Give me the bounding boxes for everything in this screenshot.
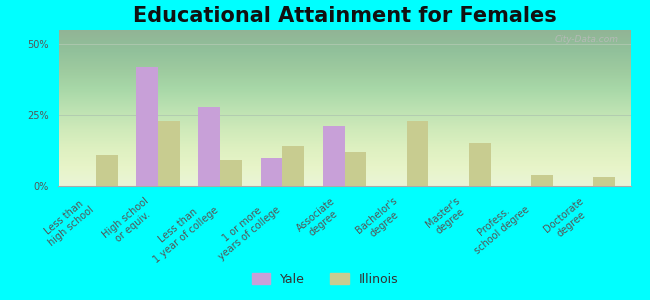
Text: City-Data.com: City-Data.com — [555, 35, 619, 44]
Bar — [469, 143, 491, 186]
Bar — [407, 121, 428, 186]
Bar — [593, 178, 615, 186]
Bar — [198, 106, 220, 186]
Bar — [96, 155, 118, 186]
Bar — [261, 158, 282, 186]
Bar — [282, 146, 304, 186]
Bar — [220, 160, 242, 186]
Bar — [323, 126, 345, 186]
Legend: Yale, Illinois: Yale, Illinois — [246, 268, 404, 291]
Bar — [158, 121, 180, 186]
Bar — [136, 67, 158, 186]
Bar — [344, 152, 366, 186]
Title: Educational Attainment for Females: Educational Attainment for Females — [133, 6, 556, 26]
Bar — [531, 175, 552, 186]
